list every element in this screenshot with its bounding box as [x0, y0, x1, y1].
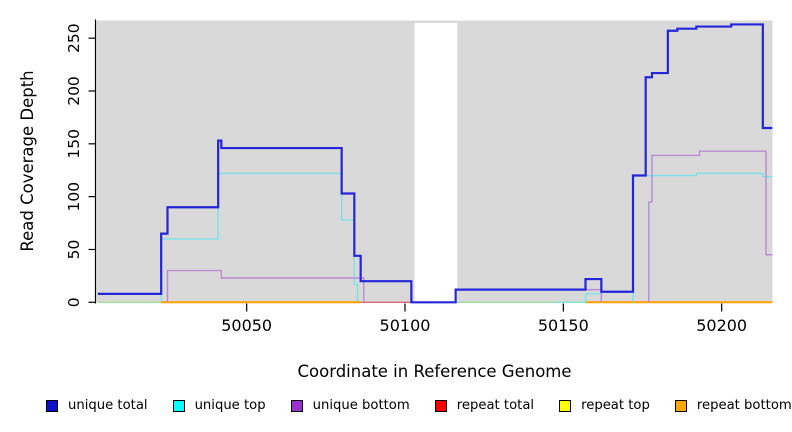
- legend-item-unique-bottom: unique bottom: [290, 398, 410, 413]
- legend-item-unique-top: unique top: [172, 398, 266, 413]
- x-tick-label: 50150: [538, 316, 589, 335]
- legend-label-repeat-top: repeat top: [581, 398, 650, 413]
- legend-item-repeat-bottom: repeat bottom: [674, 398, 792, 413]
- legend-label-repeat-bottom: repeat bottom: [696, 398, 792, 413]
- x-tick-label: 50200: [696, 316, 747, 335]
- masked-region: [414, 23, 458, 303]
- legend-item-repeat-top: repeat top: [559, 398, 650, 413]
- y-tick-label: 100: [65, 182, 83, 212]
- legend-swatch-repeat-bottom: [674, 399, 687, 412]
- series-line-unique-top: [160, 172, 554, 303]
- series-lines: [97, 23, 773, 304]
- legend-label-unique-top: unique top: [194, 398, 266, 413]
- x-tick-label: 50050: [221, 316, 272, 335]
- legend-label-unique-bottom: unique bottom: [312, 398, 410, 413]
- y-tick-label: 150: [65, 129, 83, 159]
- x-tick-label: 50100: [380, 316, 431, 335]
- y-axis-title: Read Coverage Depth: [18, 70, 37, 251]
- legend-swatch-repeat-top: [559, 399, 572, 412]
- legend-label-unique-total: unique total: [68, 398, 148, 413]
- series-line-unique-bottom: [648, 150, 773, 303]
- y-tick-label: 200: [65, 76, 83, 106]
- legend-item-repeat-total: repeat total: [434, 398, 535, 413]
- legend-swatch-unique-total: [46, 399, 58, 412]
- x-axis-title: Coordinate in Reference Genome: [297, 362, 571, 381]
- legend-swatch-repeat-total: [434, 399, 447, 412]
- y-tick-label: 250: [65, 23, 83, 53]
- legend-label-repeat-total: repeat total: [456, 398, 535, 413]
- legend-swatch-unique-top: [172, 399, 185, 412]
- legend-item-unique-total: unique total: [46, 398, 148, 413]
- legend: unique total unique top unique bottom repea…: [46, 398, 792, 413]
- y-tick-label: 0: [65, 297, 83, 307]
- series-line-unique-total: [97, 23, 773, 304]
- legend-swatch-unique-bottom: [290, 399, 303, 412]
- y-tick-label: 50: [65, 240, 83, 260]
